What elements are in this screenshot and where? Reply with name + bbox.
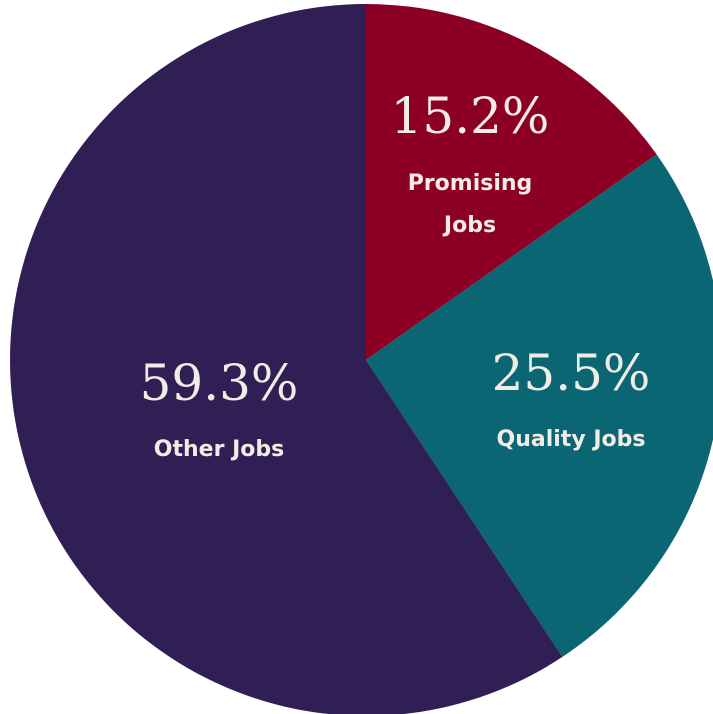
pie-slice-promising-jobs <box>366 4 657 360</box>
slice-value-label: 59.3% <box>140 354 299 412</box>
slice-value-label: 15.2% <box>391 87 550 145</box>
slice-category-label: Jobs <box>442 213 496 238</box>
pie-slice-other-jobs <box>10 4 563 714</box>
slice-category-label: Quality Jobs <box>497 427 646 452</box>
pie-slices <box>10 4 713 714</box>
slice-category-label: Other Jobs <box>154 437 284 462</box>
slice-category-label: Promising <box>408 171 533 196</box>
slice-value-label: 25.5% <box>492 344 651 402</box>
pie-labels: 15.2% Promising Jobs 25.5% Quality Jobs 59.3%… <box>140 87 651 462</box>
pie-slice-quality-jobs <box>366 154 713 657</box>
